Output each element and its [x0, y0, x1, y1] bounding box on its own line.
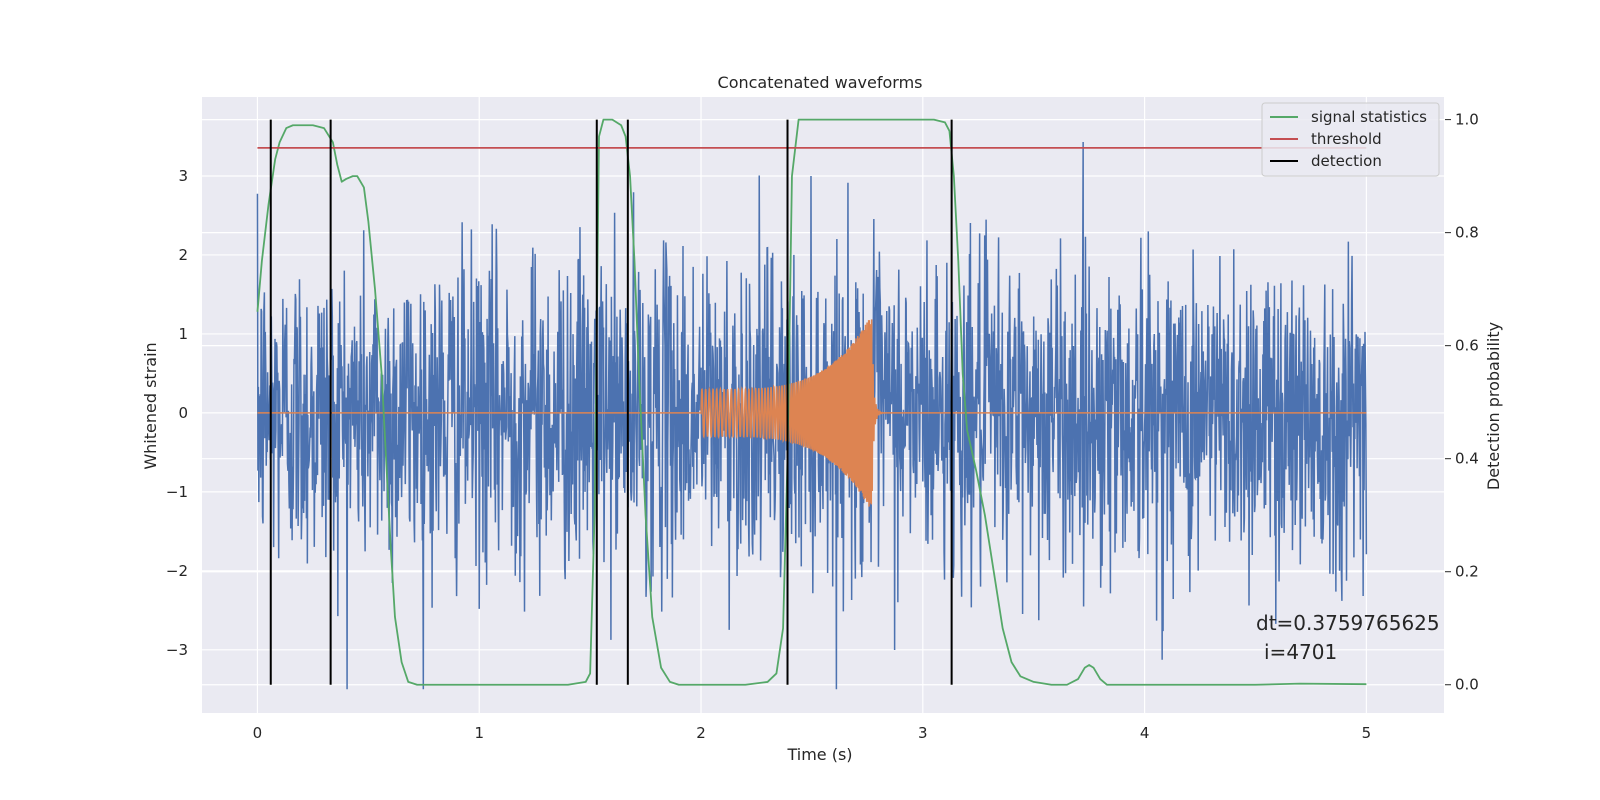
y-axis-label-left: Whitened strain: [141, 342, 160, 469]
y-right-tick-label: 0.8: [1455, 224, 1479, 242]
signal-waveform-line: [257, 319, 1367, 507]
x-tick-label: 2: [696, 724, 706, 742]
x-tick-label: 4: [1140, 724, 1150, 742]
x-tick-label: 5: [1362, 724, 1372, 742]
signal-waveform-series: [257, 319, 1367, 507]
y-tick-label: −1: [166, 483, 188, 501]
y-right-tick-label: 1.0: [1455, 111, 1479, 129]
detection-lines: [269, 119, 953, 685]
legend-label-detection: detection: [1311, 152, 1382, 170]
y-tick-label: 2: [178, 246, 188, 264]
y-tick-label: −2: [166, 562, 188, 580]
x-tick-label: 1: [474, 724, 484, 742]
y-right-tick-label: 0.2: [1455, 563, 1479, 581]
legend-label-threshold: threshold: [1311, 130, 1382, 148]
chart-title: Concatenated waveforms: [718, 73, 923, 92]
y-tick-label: −3: [166, 641, 188, 659]
signal-statistics-line: [256, 118, 1367, 686]
tick-labels: 0 1 2 3 4 5 −3 −2 −1 0 1 2 3 0.0 0.2 0.4 0.6 0.8 1.0: [166, 111, 1479, 742]
y-tick-label: 3: [178, 167, 188, 185]
y-tick-label: 0: [178, 404, 188, 422]
y-right-tick-label: 0.6: [1455, 337, 1479, 355]
y-right-tick-label: 0.4: [1455, 450, 1479, 468]
x-tick-label: 0: [253, 724, 263, 742]
annotation-index: i=4701: [1264, 640, 1337, 664]
y-right-tick-label: 0.0: [1455, 676, 1479, 694]
x-tick-label: 3: [918, 724, 928, 742]
legend: signal statistics threshold detection: [1261, 102, 1440, 177]
y-axis-label-right: Detection probability: [1484, 322, 1503, 490]
probability-series: [256, 118, 1367, 686]
y-tick-label: 1: [178, 325, 188, 343]
legend-box: [1261, 102, 1440, 177]
legend-label-signal-statistics: signal statistics: [1311, 108, 1427, 126]
annotation-dt: dt=0.3759765625: [1256, 611, 1440, 635]
x-axis-label: Time (s): [786, 745, 852, 764]
